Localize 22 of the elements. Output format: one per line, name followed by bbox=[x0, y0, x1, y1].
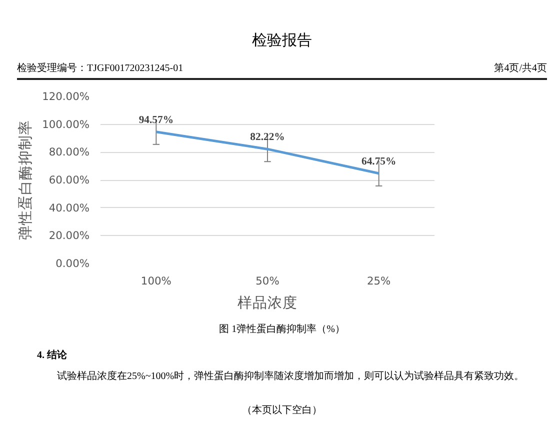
caption: 图 1弹性蛋白酶抑制率（%） bbox=[218, 323, 346, 337]
data-label: 64.75% bbox=[362, 156, 396, 168]
text: 4. 结论 bbox=[37, 349, 68, 364]
x-tick-label: 100% bbox=[140, 274, 172, 288]
y-axis-title: 弹性蛋白酶抑制率 bbox=[17, 120, 34, 240]
x-axis-title: 样品浓度 bbox=[238, 294, 298, 312]
data-label: 82.22% bbox=[250, 132, 285, 144]
x-tick-label: 25% bbox=[366, 274, 391, 288]
y-tick-label: 120.00% bbox=[42, 90, 90, 103]
text: 第4页/共4页 bbox=[494, 62, 547, 76]
text: 检验受理编号：TJGF001720231245-01 bbox=[17, 62, 184, 76]
x-tick-label: 50% bbox=[256, 274, 280, 288]
text: 试验样品浓度在25%~100%时，弹性蛋白酶抑制率随浓度增加而增加，则可以认为试验样品具有紧致功效。 bbox=[57, 370, 526, 384]
chart-title: 检验报告 bbox=[251, 32, 313, 51]
data-label: 94.57% bbox=[138, 114, 174, 126]
y-tick-label: 100.00% bbox=[42, 118, 90, 131]
y-tick-label: 20.00% bbox=[48, 229, 90, 242]
y-tick-label: 40.00% bbox=[48, 201, 90, 214]
text: （本页以下空白） bbox=[241, 404, 323, 418]
y-tick-label: 0.00% bbox=[56, 257, 90, 270]
y-tick-label: 60.00% bbox=[48, 174, 90, 186]
y-tick-label: 80.00% bbox=[48, 146, 90, 159]
